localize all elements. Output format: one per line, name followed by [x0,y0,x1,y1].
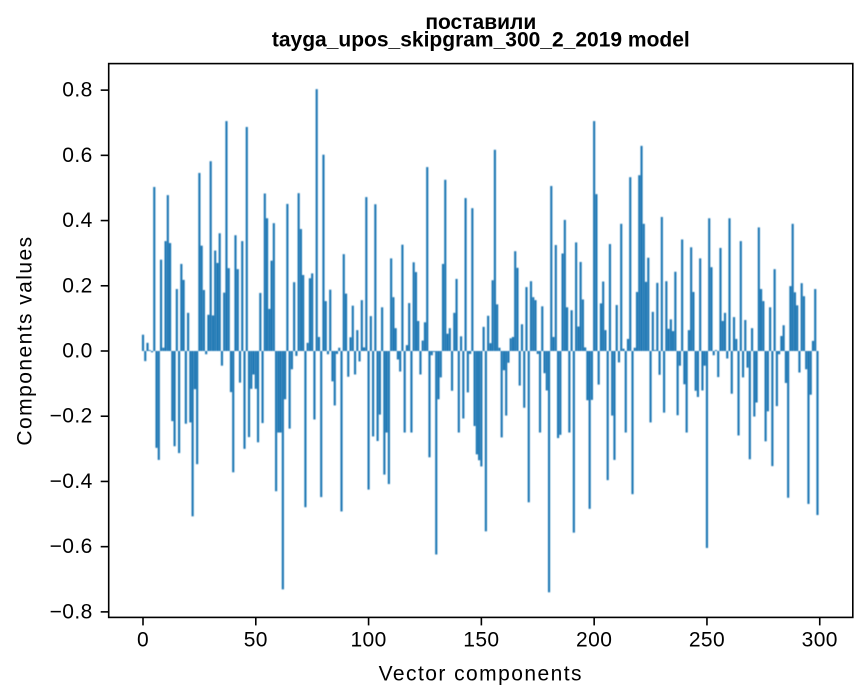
svg-text:300: 300 [802,629,838,652]
svg-text:0.8: 0.8 [62,79,92,102]
svg-text:−0.2: −0.2 [50,405,93,428]
svg-text:100: 100 [350,629,386,652]
svg-text:Vector components: Vector components [379,663,583,686]
svg-text:tayga_upos_skipgram_300_2_2019: tayga_upos_skipgram_300_2_2019 model [272,29,690,52]
svg-text:0.0: 0.0 [62,340,92,363]
svg-text:200: 200 [576,629,612,652]
svg-text:0: 0 [137,629,149,652]
svg-text:50: 50 [244,629,268,652]
svg-text:−0.4: −0.4 [50,470,93,493]
svg-text:0.6: 0.6 [62,144,92,167]
svg-text:Components values: Components values [14,235,37,445]
svg-text:0.2: 0.2 [62,274,92,297]
svg-text:0.4: 0.4 [62,209,92,232]
svg-text:поставили: поставили [425,11,536,34]
svg-text:−0.6: −0.6 [50,535,93,558]
svg-text:250: 250 [689,629,725,652]
svg-text:150: 150 [463,629,499,652]
svg-text:−0.8: −0.8 [50,600,93,623]
